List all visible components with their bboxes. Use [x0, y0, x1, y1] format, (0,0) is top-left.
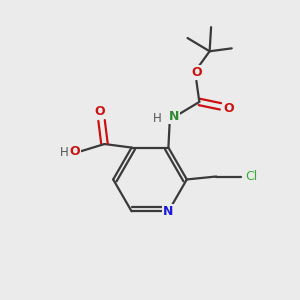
Text: O: O [70, 146, 80, 158]
Text: H: H [153, 112, 162, 124]
Text: H: H [60, 146, 68, 159]
Text: N: N [163, 205, 174, 218]
Text: O: O [95, 105, 105, 118]
Text: N: N [169, 110, 179, 123]
Text: Cl: Cl [245, 170, 258, 183]
Text: O: O [224, 102, 234, 115]
Text: O: O [191, 66, 202, 79]
